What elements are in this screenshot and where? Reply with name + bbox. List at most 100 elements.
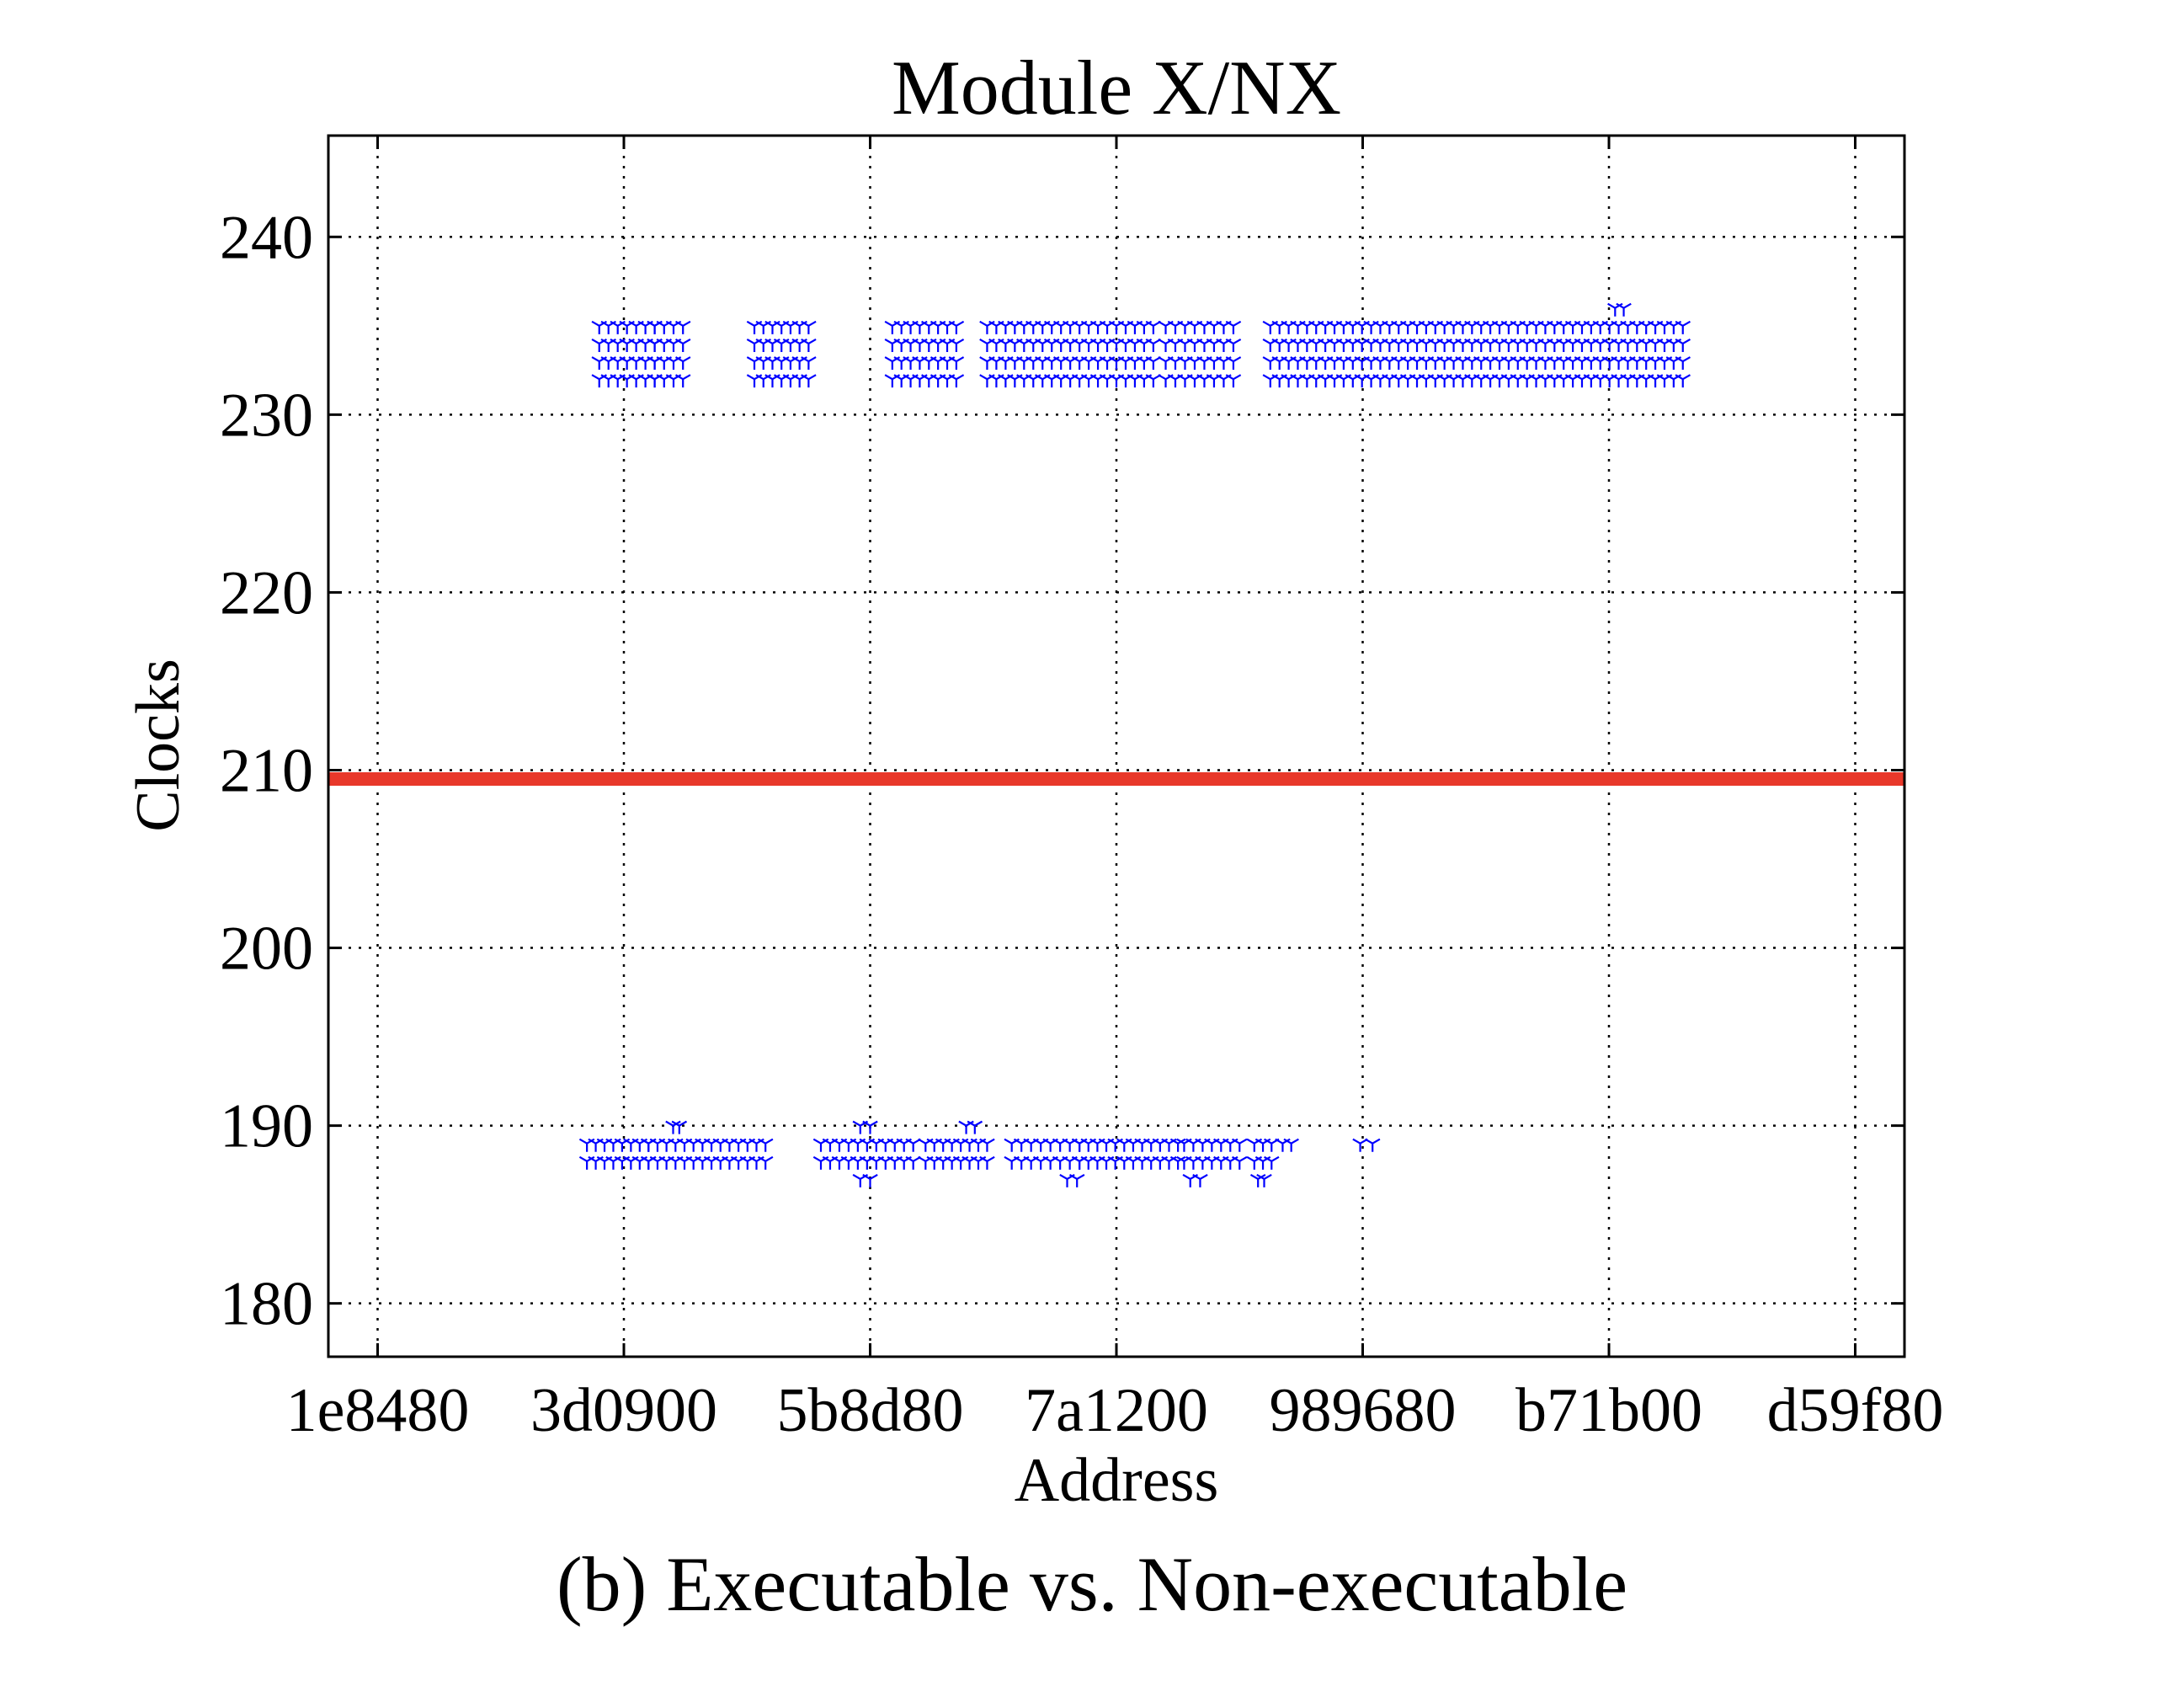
data-point [1136,320,1153,334]
data-point [1186,374,1203,388]
data-point [665,1120,681,1134]
data-point [979,1155,995,1170]
data-point [637,338,653,352]
data-point [656,356,673,371]
data-point [674,320,691,334]
data-point [1167,338,1184,352]
data-point [1185,1155,1201,1170]
data-point [1185,1138,1201,1152]
data-point [619,374,635,388]
data-point [831,1155,848,1170]
data-point [1108,338,1125,352]
data-point [610,320,626,334]
data-point [1035,374,1051,388]
data-point [647,356,663,371]
data-point [1016,356,1032,371]
data-point [1136,338,1153,352]
data-point [1071,374,1088,388]
data-point [1186,320,1203,334]
data-point [967,1120,983,1134]
data-point [1117,356,1134,371]
data-point [610,338,626,352]
data-point [850,1155,866,1170]
data-point [1675,374,1691,388]
data-point [1264,1138,1280,1152]
data-point [1043,374,1060,388]
data-point [1004,1155,1020,1170]
data-point [1042,1138,1058,1152]
data-point [1675,338,1691,352]
data-point [628,338,644,352]
data-point [1117,320,1134,334]
data-point [1182,1173,1198,1187]
data-point [1059,1173,1075,1187]
data-point [610,374,626,388]
data-point [801,320,817,334]
data-point [628,320,644,334]
data-point [948,320,965,334]
data-point [822,1138,839,1152]
data-point [877,1155,894,1170]
data-point [1186,338,1203,352]
data-point [1192,1173,1208,1187]
data-point [637,320,653,334]
data-point [1117,338,1134,352]
data-point [1004,1138,1020,1152]
data-point [905,1138,921,1152]
data-point [1080,356,1097,371]
data-point [1032,1155,1049,1170]
data-point [628,356,644,371]
data-point [840,1138,857,1152]
data-point [1089,374,1106,388]
data-point [637,374,653,388]
data-point [1052,1155,1068,1170]
data-point [1195,1155,1211,1170]
data-point [979,356,995,371]
data-point [665,320,682,334]
data-point [801,338,817,352]
data-point [1616,302,1632,317]
data-point [852,1120,869,1134]
data-point [1013,1155,1030,1170]
data-point [1204,1138,1220,1152]
data-point [757,1138,774,1152]
data-point [1052,1138,1068,1152]
data-point [1016,374,1032,388]
data-point [859,1155,876,1170]
data-point [591,356,607,371]
data-point [868,1138,885,1152]
data-point [1035,320,1051,334]
data-point [1062,338,1079,352]
data-point [1145,320,1162,334]
data-point [619,320,635,334]
data-point [1176,1138,1192,1152]
data-point [1099,374,1116,388]
data-point [600,374,616,388]
data-point [1167,374,1184,388]
data-point [850,1138,866,1152]
data-point [1158,320,1174,334]
data-point [887,1138,903,1152]
data-point [1283,1138,1299,1152]
data-point [1062,374,1079,388]
data-point [1675,320,1691,334]
data-point [1225,374,1242,388]
data-point [862,1120,878,1134]
data-point [1186,356,1203,371]
data-point [647,338,663,352]
data-point [1225,320,1242,334]
y-tick-label: 220 [220,558,313,627]
data-point [1080,374,1097,388]
y-axis-label: Clocks [124,659,193,832]
data-point [1145,374,1162,388]
grid [328,136,1904,1357]
y-tick-label: 190 [220,1092,313,1161]
data-point [656,374,673,388]
data-point [1249,1173,1266,1187]
y-tick-label: 210 [220,736,313,805]
data-point [619,338,635,352]
data-point [998,338,1014,352]
data-point [757,1155,774,1170]
data-point [1035,338,1051,352]
